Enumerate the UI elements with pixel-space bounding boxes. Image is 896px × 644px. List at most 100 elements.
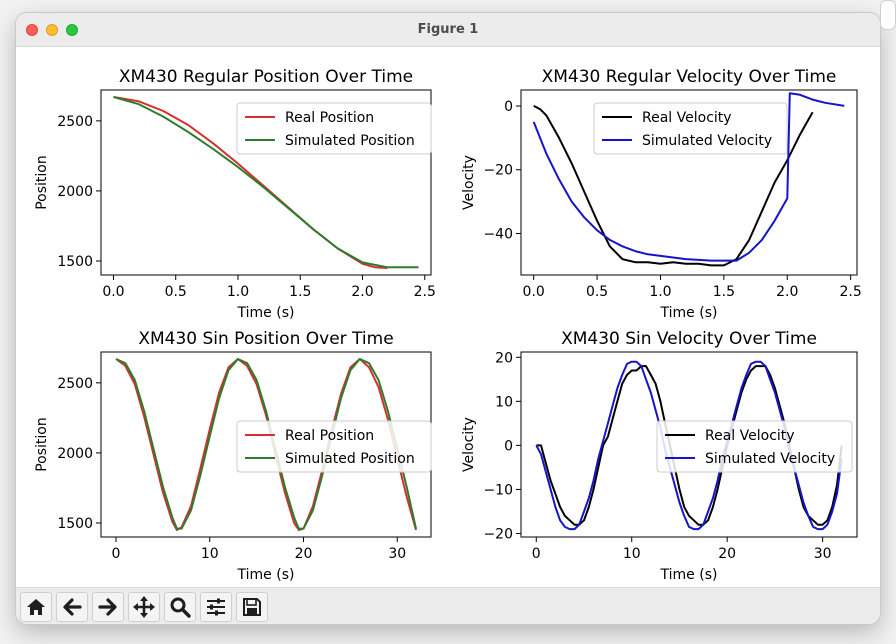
- minimize-window-button[interactable]: [46, 24, 58, 36]
- series-line-simulated-position: [113, 96, 419, 269]
- legend-box: [236, 102, 432, 155]
- y-tick-label: 2500: [57, 114, 93, 130]
- legend: Real Velocity Simulated Velocity: [593, 102, 788, 155]
- y-axis-label: Velocity: [461, 417, 477, 472]
- series-group: [532, 92, 845, 267]
- legend-label: Real Velocity: [705, 428, 795, 444]
- home-button[interactable]: [20, 592, 52, 622]
- subplot-3: XM430 Sin Position Over Time 0 10 20 30 1500 2…: [34, 329, 432, 583]
- legend-label: Simulated Position: [285, 133, 415, 149]
- x-tick-label: 0: [532, 546, 541, 562]
- y-tick-label: −10: [483, 482, 513, 498]
- back-arrow-icon: [63, 598, 82, 616]
- x-tick-label: 0.5: [586, 284, 608, 300]
- x-tick-label: 30: [814, 546, 832, 562]
- x-tick-label: 2.0: [351, 284, 373, 300]
- axes-frame: [520, 351, 858, 538]
- x-tick-label: 20: [295, 546, 313, 562]
- save-figure-button[interactable]: [236, 592, 268, 622]
- home-icon: [27, 599, 45, 615]
- y-tick-label: −20: [483, 526, 513, 542]
- axes-frame: [520, 89, 858, 276]
- y-tick-label: −40: [483, 227, 513, 243]
- x-tick-label: 0: [112, 546, 121, 562]
- zoom-button[interactable]: [164, 592, 196, 622]
- series-group: [115, 358, 417, 531]
- legend-label: Simulated Velocity: [642, 133, 772, 149]
- figure-canvas[interactable]: XM430 Regular Position Over Time 0.0 0.5 1.…: [16, 47, 880, 587]
- y-tick-label: 2000: [57, 184, 93, 200]
- x-tick-label: 10: [623, 546, 641, 562]
- x-tick-label: 10: [201, 546, 219, 562]
- chart-title: XM430 Regular Velocity Over Time: [542, 67, 837, 87]
- x-tick-label: 20: [718, 546, 736, 562]
- x-axis-label: Time (s): [237, 305, 295, 321]
- back-button[interactable]: [56, 592, 88, 622]
- plots-svg[interactable]: XM430 Regular Position Over Time 0.0 0.5 1.…: [16, 47, 880, 587]
- save-icon: [243, 598, 261, 616]
- close-window-button[interactable]: [26, 24, 38, 36]
- legend-label: Real Velocity: [642, 110, 732, 126]
- series-line-real-position: [113, 96, 388, 269]
- subplot-4: XM430 Sin Velocity Over Time 0 10 20 30 −20 −1…: [461, 329, 858, 583]
- x-axis-label: Time (s): [660, 305, 718, 321]
- y-tick-label: 2000: [57, 446, 93, 462]
- pan-button[interactable]: [128, 592, 160, 622]
- y-tick-label: 1500: [57, 254, 93, 270]
- y-tick-label: 10: [495, 394, 513, 410]
- maximize-window-button[interactable]: [66, 24, 78, 36]
- legend-label: Simulated Velocity: [705, 451, 835, 467]
- y-axis-label: Velocity: [461, 155, 477, 210]
- chart-title: XM430 Sin Position Over Time: [138, 329, 393, 349]
- series-line-simulated-velocity: [532, 92, 845, 262]
- x-tick-label: 2.5: [840, 284, 862, 300]
- legend-box: [656, 420, 853, 473]
- pan-icon: [133, 596, 155, 618]
- background-window-edge: [880, 0, 896, 30]
- legend: Real Position Simulated Position: [236, 102, 432, 155]
- series-line-simulated-position: [115, 358, 417, 530]
- y-tick-label: 2500: [57, 376, 93, 392]
- x-axis-label: Time (s): [660, 567, 718, 583]
- legend-box: [236, 420, 432, 473]
- x-tick-label: 1.0: [227, 284, 249, 300]
- legend-box: [593, 102, 788, 155]
- forward-button[interactable]: [92, 592, 124, 622]
- x-tick-label: 0.0: [523, 284, 545, 300]
- subplot-1: XM430 Regular Position Over Time 0.0 0.5 1.…: [34, 67, 436, 321]
- chart-title: XM430 Sin Velocity Over Time: [561, 329, 817, 349]
- zoom-icon: [170, 597, 191, 618]
- legend-label: Real Position: [285, 110, 374, 126]
- y-axis-label: Position: [34, 417, 50, 472]
- y-tick-label: 20: [495, 350, 513, 366]
- chart-title: XM430 Regular Position Over Time: [119, 67, 413, 87]
- x-axis-label: Time (s): [237, 567, 295, 583]
- x-tick-label: 30: [388, 546, 406, 562]
- legend: Real Velocity Simulated Velocity: [656, 420, 853, 473]
- x-tick-label: 1.5: [289, 284, 311, 300]
- x-tick-label: 0.5: [165, 284, 187, 300]
- legend: Real Position Simulated Position: [236, 420, 432, 473]
- legend-label: Real Position: [285, 428, 374, 444]
- y-tick-label: 0: [504, 99, 513, 115]
- x-tick-label: 1.5: [713, 284, 735, 300]
- forward-arrow-icon: [98, 598, 117, 616]
- series-group: [113, 96, 419, 269]
- x-tick-label: 0.0: [102, 284, 124, 300]
- y-tick-label: 1500: [57, 516, 93, 532]
- axes-frame: [100, 89, 432, 276]
- x-tick-label: 1.0: [649, 284, 671, 300]
- configure-subplots-button[interactable]: [200, 592, 232, 622]
- title-bar[interactable]: Figure 1: [16, 13, 880, 47]
- x-tick-label: 2.0: [776, 284, 798, 300]
- y-tick-label: 0: [504, 438, 513, 454]
- y-axis-label: Position: [34, 155, 50, 210]
- x-tick-label: 2.5: [414, 284, 436, 300]
- legend-label: Simulated Position: [285, 451, 415, 467]
- series-line-real-position: [115, 358, 417, 531]
- navigation-toolbar: [16, 587, 880, 624]
- y-tick-label: −20: [483, 163, 513, 179]
- figure-window: Figure 1 XM430 Regular Position Over Tim…: [16, 13, 880, 624]
- subplots-config-icon: [207, 598, 225, 616]
- subplot-2: XM430 Regular Velocity Over Time 0.0 0.5 1.…: [461, 67, 862, 321]
